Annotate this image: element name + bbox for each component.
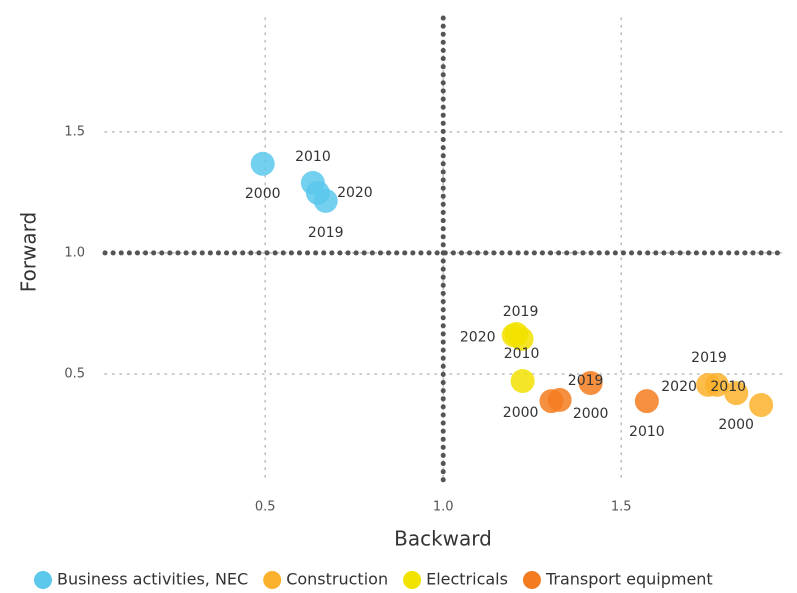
point-label: 2019	[308, 225, 344, 241]
point-label: 2019	[503, 304, 539, 320]
legend-label: Construction	[286, 570, 388, 589]
y-axis-label: Forward	[17, 212, 41, 292]
legend-swatch	[403, 571, 422, 589]
legend-label: Transport equipment	[545, 570, 713, 589]
legend-label: Electricals	[426, 570, 508, 589]
point-label: 2000	[245, 186, 281, 202]
point	[313, 188, 338, 213]
point	[705, 372, 729, 397]
point-label: 2020	[460, 329, 496, 345]
point	[250, 151, 275, 176]
point-label: 2020	[337, 185, 373, 201]
point	[578, 370, 603, 395]
x-tick-label: 0.5	[255, 500, 276, 515]
point	[547, 387, 572, 412]
point	[509, 326, 534, 351]
point-label: 2010	[710, 379, 746, 395]
x-tick-label: 1.0	[433, 500, 454, 515]
legend-swatch	[263, 571, 282, 589]
legend-swatch	[34, 571, 52, 589]
point-label: 2000	[503, 405, 539, 421]
point-label: 2020	[661, 379, 697, 395]
legend-label: Business activities, NEC	[57, 570, 248, 589]
x-axis-label: Backward	[394, 527, 492, 551]
y-tick-label: 1.5	[64, 124, 85, 139]
y-tick-label: 1.0	[64, 245, 85, 260]
point-label: 2000	[718, 417, 754, 433]
legend-swatch	[522, 571, 541, 589]
point-label: 2010	[295, 149, 331, 165]
point-label: 2000	[573, 406, 609, 422]
point	[724, 381, 749, 406]
point-label: 2010	[504, 346, 540, 362]
point	[749, 393, 774, 418]
x-tick-label: 1.5	[611, 500, 632, 515]
point	[510, 369, 535, 394]
point-label: 2019	[691, 350, 727, 366]
point-label: 2010	[629, 424, 665, 440]
point	[634, 389, 659, 414]
y-tick-label: 0.5	[64, 367, 85, 382]
point-label: 2019	[568, 373, 604, 389]
